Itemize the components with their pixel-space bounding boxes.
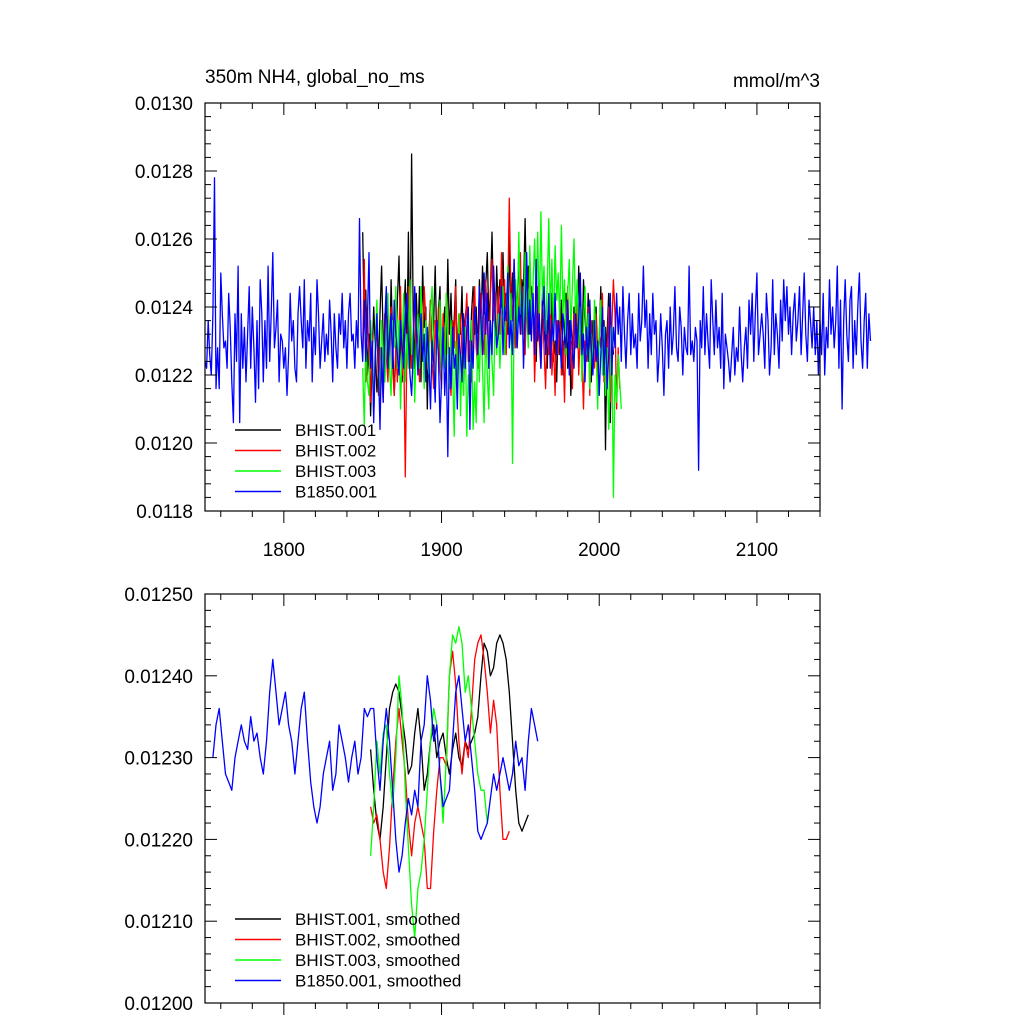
top-x-tick-label: 1900	[420, 540, 462, 561]
top-series-lines	[204, 153, 872, 499]
top-panel-title: 350m NH4, global_no_ms	[205, 67, 425, 88]
bottom-y-tick-label: 0.01210	[124, 912, 193, 933]
top-y-tick-label: 0.0126	[135, 230, 193, 251]
top-y-tick-label: 0.0118	[136, 502, 193, 523]
bottom-series-3-line	[369, 626, 488, 939]
top-y-tick-label: 0.0124	[135, 298, 194, 319]
bottom-legend: BHIST.001, smoothed BHIST.002, smoothedBH…	[235, 910, 461, 991]
bottom-legend-label-2: BHIST.002, smoothed	[295, 931, 460, 950]
top-x-tick-label: 1800	[263, 540, 305, 561]
top-axis-ticks	[205, 102, 821, 523]
bottom-legend-label-4: B1850.001, smoothed	[295, 972, 461, 991]
top-series-4-line	[204, 177, 872, 471]
top-y-tick-label: 0.0120	[135, 434, 193, 455]
bottom-legend-label-3: BHIST.003, smoothed	[295, 951, 460, 970]
bottom-series-2-line	[369, 634, 510, 890]
bottom-series-4-line	[212, 658, 539, 873]
top-x-tick-label: 2100	[736, 540, 778, 561]
bottom-y-tick-label: 0.01250	[124, 585, 193, 606]
top-legend-label-2: BHIST.002	[295, 442, 376, 461]
bottom-series-lines	[212, 626, 539, 939]
top-y-tick-label: 0.0130	[135, 94, 193, 115]
top-x-tick-label: 2000	[578, 540, 620, 561]
bottom-y-tick-label: 0.01220	[124, 830, 193, 851]
top-legend-label-3: BHIST.003	[295, 462, 376, 481]
bottom-legend-label-1: BHIST.001, smoothed	[295, 910, 460, 929]
top-legend-label-1: BHIST.001	[295, 421, 376, 440]
bottom-y-tick-label: 0.01230	[124, 749, 193, 770]
bottom-plot-frame	[204, 593, 821, 1004]
bottom-series-1-line	[369, 634, 529, 841]
bottom-y-tick-label: 0.01240	[124, 667, 193, 688]
top-y-tick-label: 0.0128	[135, 162, 193, 183]
bottom-axis-ticks	[205, 593, 821, 1015]
bottom-panel: 0.01200 0.01210 0.01220 0.01230 0.01240 0.012…	[124, 585, 821, 1015]
top-y-tick-label: 0.0122	[135, 366, 193, 387]
top-legend-label-4: B1850.001	[295, 483, 377, 502]
top-panel-units: mmol/m^3	[733, 71, 820, 92]
bottom-y-tick-label: 0.01200	[124, 994, 193, 1015]
top-panel: 350m NH4, global_no_ms mmol/m^3 0.0118 0.…	[135, 67, 872, 561]
